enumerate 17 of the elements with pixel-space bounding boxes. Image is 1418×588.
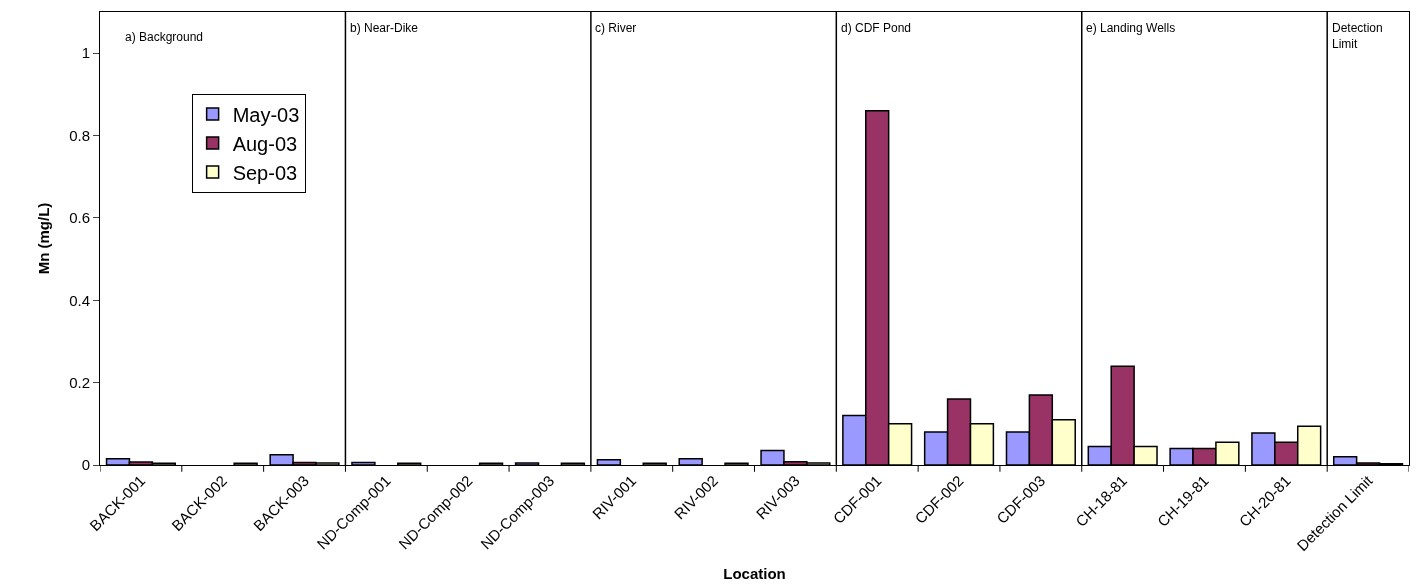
y-tick-label: 0.8 xyxy=(69,126,90,144)
y-tick-label: 1 xyxy=(81,44,90,62)
y-axis-title: Mn (mg/L) xyxy=(35,202,53,275)
y-tick-label: 0.6 xyxy=(69,209,90,227)
annotation: d) CDF Pond xyxy=(841,21,912,35)
annotation: e) Landing Wells xyxy=(1086,21,1176,35)
x-axis-title: Location xyxy=(723,565,786,583)
legend-label: Sep-03 xyxy=(232,161,298,184)
annotation: Detection Limit xyxy=(1332,21,1383,51)
annotation: c) River xyxy=(595,21,637,35)
legend-label: May-03 xyxy=(232,103,300,126)
legend-label: Aug-03 xyxy=(232,132,298,155)
y-tick-label: 0 xyxy=(81,456,90,474)
annotation: a) Background xyxy=(125,30,204,44)
annotation: b) Near-Dike xyxy=(350,21,419,35)
y-tick-label: 0.4 xyxy=(69,291,90,309)
y-tick-label: 0.2 xyxy=(69,373,90,391)
